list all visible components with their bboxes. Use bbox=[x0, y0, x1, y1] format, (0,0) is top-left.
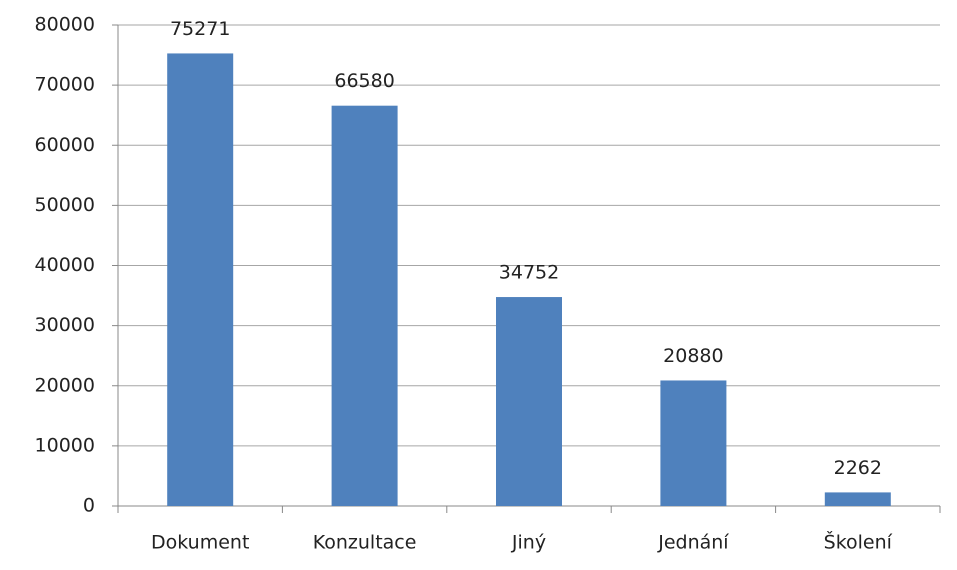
data-label: 66580 bbox=[334, 70, 394, 92]
data-label: 75271 bbox=[170, 18, 230, 40]
x-tick-label: Dokument bbox=[151, 532, 249, 554]
bar bbox=[167, 53, 234, 507]
data-label: 34752 bbox=[499, 262, 559, 284]
y-tick-label: 20000 bbox=[35, 374, 95, 396]
x-tick-label: Jednání bbox=[657, 532, 729, 554]
x-tick-label: Jiný bbox=[511, 532, 546, 554]
data-label: 2262 bbox=[834, 457, 882, 479]
bar bbox=[331, 105, 398, 507]
bar bbox=[496, 297, 562, 506]
x-tick-label: Školení bbox=[824, 530, 893, 554]
y-tick-label: 50000 bbox=[35, 194, 95, 216]
x-tick-label: Konzultace bbox=[313, 532, 417, 554]
y-tick-label: 40000 bbox=[35, 254, 95, 276]
y-tick-label: 30000 bbox=[35, 314, 95, 336]
data-label: 20880 bbox=[663, 345, 723, 367]
y-tick-label: 60000 bbox=[35, 134, 95, 156]
y-tick-label: 80000 bbox=[35, 14, 95, 36]
bar bbox=[824, 492, 891, 506]
y-tick-label: 0 bbox=[83, 495, 95, 517]
y-tick-label: 70000 bbox=[35, 74, 95, 96]
bar bbox=[660, 380, 727, 506]
y-tick-label: 10000 bbox=[35, 434, 95, 456]
